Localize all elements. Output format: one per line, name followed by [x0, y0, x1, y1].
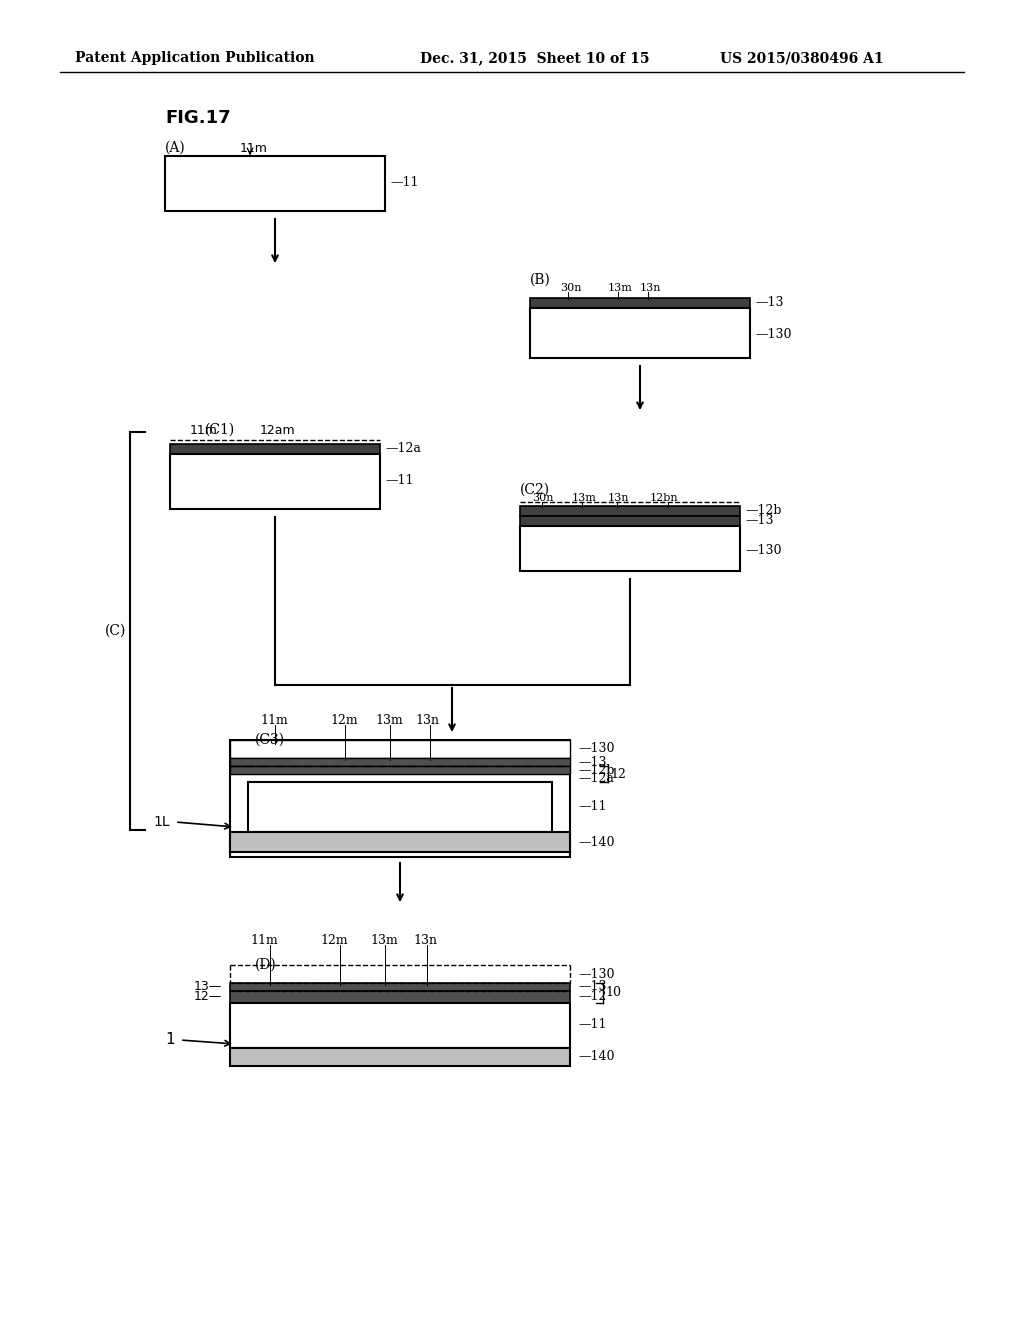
Bar — [170, 454, 380, 510]
Bar — [230, 832, 570, 851]
Text: 13m: 13m — [572, 492, 597, 503]
Bar — [230, 741, 570, 857]
Bar — [230, 983, 570, 991]
Text: —13: —13 — [578, 981, 606, 994]
Text: 12m: 12m — [319, 933, 347, 946]
Text: 12am: 12am — [260, 424, 296, 437]
Text: —130: —130 — [578, 742, 614, 755]
Text: —13: —13 — [745, 515, 773, 528]
Text: 30n: 30n — [532, 492, 554, 503]
Text: 1L: 1L — [154, 814, 170, 829]
Text: —11: —11 — [578, 1019, 606, 1031]
Text: 13m: 13m — [375, 714, 402, 726]
Text: 11m: 11m — [190, 424, 218, 437]
Text: (C3): (C3) — [255, 733, 285, 747]
Text: 12—: 12— — [194, 990, 222, 1003]
Bar — [230, 991, 570, 1003]
Text: 11m: 11m — [250, 933, 278, 946]
Bar — [520, 516, 740, 525]
Text: —12b: —12b — [578, 763, 614, 776]
Text: —12: —12 — [578, 990, 606, 1003]
Text: 13n: 13n — [640, 282, 662, 293]
Text: —12b: —12b — [745, 504, 781, 517]
Text: —140: —140 — [578, 1051, 614, 1064]
Bar — [248, 781, 552, 832]
Text: —11: —11 — [578, 800, 606, 813]
Text: —11: —11 — [385, 474, 414, 487]
Text: —13: —13 — [755, 297, 783, 309]
Bar — [230, 1003, 570, 1048]
Bar — [520, 525, 740, 572]
Text: (C2): (C2) — [520, 483, 550, 498]
Text: —140: —140 — [578, 836, 614, 849]
Bar — [230, 766, 570, 774]
Text: —130: —130 — [745, 544, 781, 557]
Text: (A): (A) — [165, 141, 185, 154]
Bar — [170, 444, 380, 454]
Text: 12m: 12m — [330, 714, 357, 726]
Text: 10: 10 — [605, 986, 621, 999]
Text: 11m: 11m — [260, 714, 288, 726]
Text: —12a: —12a — [578, 771, 613, 784]
Text: 11m: 11m — [240, 141, 268, 154]
Bar — [230, 758, 570, 766]
Bar — [230, 1048, 570, 1067]
Text: 13n: 13n — [413, 933, 437, 946]
Text: 13m: 13m — [370, 933, 397, 946]
Text: Dec. 31, 2015  Sheet 10 of 15: Dec. 31, 2015 Sheet 10 of 15 — [420, 51, 649, 65]
Text: 12: 12 — [610, 767, 626, 780]
Bar — [530, 308, 750, 358]
Bar — [230, 741, 570, 758]
Text: 12bn: 12bn — [650, 492, 679, 503]
Text: —11: —11 — [390, 177, 419, 190]
Text: 13m: 13m — [608, 282, 633, 293]
Text: (D): (D) — [255, 958, 276, 972]
Text: —12a: —12a — [385, 442, 421, 455]
Text: 1: 1 — [165, 1032, 175, 1048]
Text: (C1): (C1) — [205, 422, 236, 437]
Text: 13n: 13n — [415, 714, 439, 726]
Text: 13—: 13— — [194, 981, 222, 994]
Bar — [530, 298, 750, 308]
Text: —130: —130 — [755, 329, 792, 342]
Text: FIG.17: FIG.17 — [165, 110, 230, 127]
Text: 13n: 13n — [608, 492, 630, 503]
Text: Patent Application Publication: Patent Application Publication — [75, 51, 314, 65]
Text: US 2015/0380496 A1: US 2015/0380496 A1 — [720, 51, 884, 65]
Text: (C): (C) — [105, 624, 126, 638]
Bar — [165, 156, 385, 211]
Bar — [520, 506, 740, 516]
Text: —13: —13 — [578, 755, 606, 768]
Text: —130: —130 — [578, 968, 614, 981]
Text: (B): (B) — [530, 273, 551, 286]
Text: 30n: 30n — [560, 282, 582, 293]
